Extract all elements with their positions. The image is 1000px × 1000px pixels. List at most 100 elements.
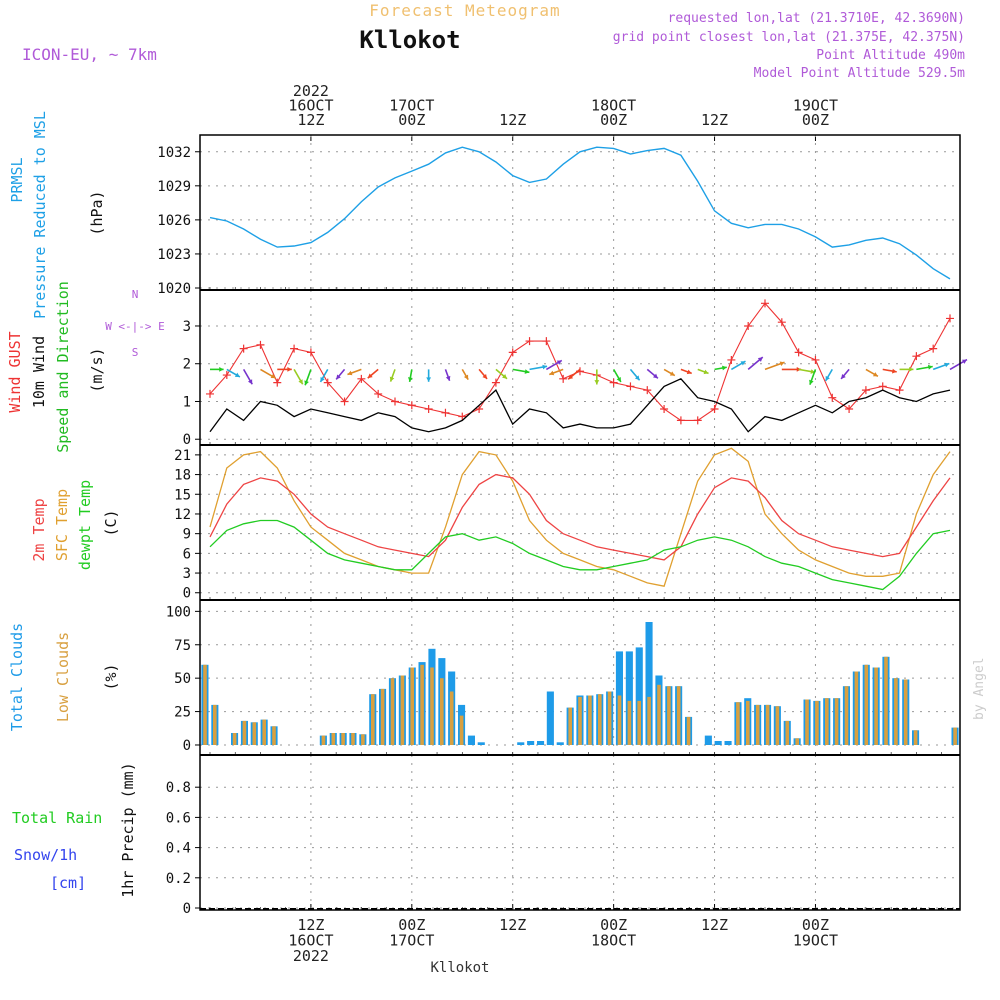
y-tick-label: 1023 bbox=[157, 247, 191, 263]
low-cloud-bar bbox=[765, 704, 770, 745]
time-label-bottom: 17OCT bbox=[389, 932, 434, 950]
low-cloud-bar bbox=[637, 700, 641, 745]
direction-label: Speed and Direction bbox=[54, 281, 72, 453]
gust-marker bbox=[273, 378, 282, 387]
time-label-top: 12Z bbox=[499, 111, 526, 129]
gust-marker bbox=[475, 405, 484, 414]
requested-coords: requested lon,lat (21.3710E, 42.3690N) bbox=[668, 11, 965, 26]
direction-arrowhead bbox=[524, 369, 530, 374]
gust-marker bbox=[727, 355, 736, 364]
total-cloud-bar bbox=[645, 622, 653, 745]
cloud-unit: (%) bbox=[102, 663, 120, 690]
direction-arrowhead bbox=[634, 375, 640, 381]
low-cloud-bar bbox=[736, 702, 740, 745]
gust-marker bbox=[256, 340, 265, 349]
watermark: by Angel bbox=[972, 657, 987, 720]
time-label-bottom: 00Z bbox=[802, 916, 829, 934]
panel-4-grid: 0 0.2 0.4 0.6 0.8 bbox=[166, 755, 960, 917]
time-label-bottom: 00Z bbox=[398, 916, 425, 934]
time-label-bottom: 12Z bbox=[701, 916, 728, 934]
gust-marker bbox=[643, 386, 652, 395]
direction-arrowhead bbox=[653, 373, 658, 379]
direction-arrowhead bbox=[568, 374, 574, 380]
total-cloud-bar bbox=[625, 651, 633, 745]
direction-arrowhead bbox=[234, 372, 240, 377]
sfc-temp-line bbox=[209, 447, 951, 587]
low-cloud-bar bbox=[232, 733, 237, 745]
low-cloud-bar bbox=[400, 675, 405, 745]
gust-marker bbox=[391, 397, 399, 406]
total-cloud-bar bbox=[724, 741, 732, 745]
y-tick-label: 6 bbox=[183, 546, 191, 562]
direction-arrowhead bbox=[347, 370, 353, 376]
direction-arrowhead bbox=[304, 380, 309, 386]
gust-marker bbox=[710, 405, 719, 414]
low-cloud-bar bbox=[578, 696, 582, 745]
y-tick-label: 50 bbox=[174, 671, 191, 687]
y-tick-label: 0.8 bbox=[166, 780, 191, 796]
direction-arrowhead bbox=[891, 368, 897, 374]
low-cloud-bar bbox=[657, 684, 661, 745]
location-title: Kllokot bbox=[359, 26, 460, 54]
y-tick-label: 0 bbox=[183, 901, 191, 917]
low-cloud-bar bbox=[242, 720, 247, 745]
low-cloud-bar bbox=[746, 700, 750, 745]
gust-marker bbox=[525, 337, 534, 346]
gust-marker bbox=[441, 408, 450, 417]
y-tick-label: 75 bbox=[174, 638, 191, 654]
gust-marker bbox=[811, 355, 820, 364]
low-cloud-bar bbox=[844, 686, 849, 745]
pressure-label: PRMSL bbox=[8, 157, 26, 202]
y-tick-label: 18 bbox=[174, 468, 191, 484]
direction-arrowhead bbox=[549, 370, 555, 376]
gust-marker bbox=[845, 405, 854, 414]
low-cloud-bar bbox=[647, 696, 651, 745]
gust-marker bbox=[559, 374, 568, 383]
total-cloud-bar bbox=[537, 741, 545, 745]
wind-line bbox=[209, 378, 951, 433]
low-cloud-bar bbox=[568, 707, 572, 745]
direction-arrowhead bbox=[841, 373, 846, 379]
footer-location: Kllokot bbox=[430, 960, 489, 976]
total-cloud-bar bbox=[467, 735, 475, 745]
low-cloud-bar bbox=[361, 734, 365, 745]
gust-marker bbox=[744, 321, 753, 330]
time-label-bottom: 18OCT bbox=[591, 932, 636, 950]
time-label-bottom: 19OCT bbox=[793, 932, 838, 950]
low-cloud-bar bbox=[913, 730, 918, 745]
panel-0-grid: 1020 1023 1026 1029 1032 bbox=[157, 135, 960, 297]
time-label-top: 00Z bbox=[802, 111, 829, 129]
gust-marker bbox=[676, 416, 685, 425]
temp-unit: (C) bbox=[102, 509, 120, 536]
low-cloud-bar bbox=[874, 667, 878, 745]
low-cloud-bar bbox=[351, 733, 355, 745]
gust-marker bbox=[508, 348, 517, 357]
gust-marker bbox=[340, 397, 349, 406]
direction-arrowhead bbox=[408, 377, 413, 382]
compass-s: S bbox=[132, 346, 139, 359]
total-cloud-bar bbox=[477, 742, 485, 745]
low-cloud-bar bbox=[203, 664, 207, 745]
low-cloud-bar bbox=[449, 691, 454, 745]
direction-arrowhead bbox=[426, 377, 432, 382]
sfc-temp-label: SFC Temp bbox=[53, 489, 71, 561]
time-label-top: 12Z bbox=[701, 111, 728, 129]
low-cloud-bar bbox=[805, 699, 809, 745]
temp2m-line bbox=[209, 473, 951, 561]
time-label-bottom: 2022 bbox=[293, 947, 329, 965]
direction-arrowhead bbox=[927, 364, 933, 370]
total-cloud-bar bbox=[635, 647, 643, 745]
low-cloud-bar bbox=[775, 706, 780, 745]
direction-arrowhead bbox=[909, 366, 914, 372]
direction-arrowhead bbox=[872, 372, 878, 377]
direction-arrowhead bbox=[367, 373, 373, 379]
low-cloud-bar bbox=[321, 735, 326, 745]
direction-arrowhead bbox=[810, 369, 816, 374]
wind-unit: (m/s) bbox=[88, 347, 106, 392]
y-tick-label: 1 bbox=[183, 394, 191, 410]
direction-arrowhead bbox=[669, 371, 675, 376]
time-label-top: 18OCT bbox=[591, 97, 636, 115]
